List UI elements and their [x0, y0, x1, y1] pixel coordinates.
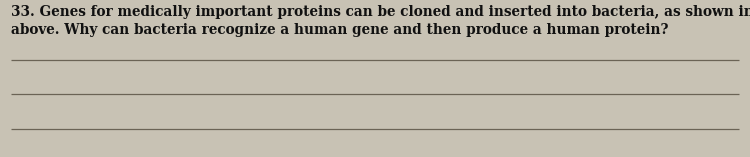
Text: 33. Genes for medically important proteins can be cloned and inserted into bacte: 33. Genes for medically important protei…	[11, 5, 750, 37]
